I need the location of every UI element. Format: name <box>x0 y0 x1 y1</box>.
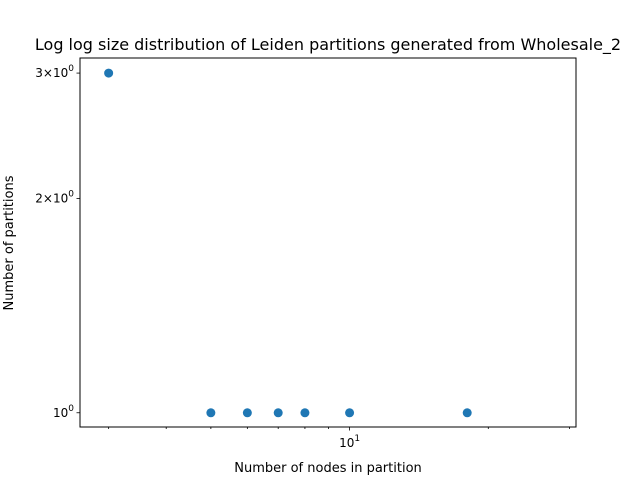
data-point <box>206 408 216 418</box>
y-axis-label: Number of partitions <box>2 175 17 310</box>
x-tick-label: 101 <box>339 434 360 450</box>
data-point <box>242 408 252 418</box>
data-point <box>300 408 310 418</box>
plot-area <box>104 68 472 418</box>
data-point <box>273 408 283 418</box>
y-tick-label: 2×100 <box>35 189 74 205</box>
data-point <box>345 408 355 418</box>
y-tick-label: 100 <box>53 404 74 420</box>
x-axis-label: Number of nodes in partition <box>234 461 422 476</box>
data-point <box>104 68 114 78</box>
y-tick-label: 3×100 <box>35 64 74 80</box>
data-point <box>462 408 472 418</box>
axes-frame <box>79 57 577 428</box>
chart-title: Log log size distribution of Leiden part… <box>35 35 621 55</box>
